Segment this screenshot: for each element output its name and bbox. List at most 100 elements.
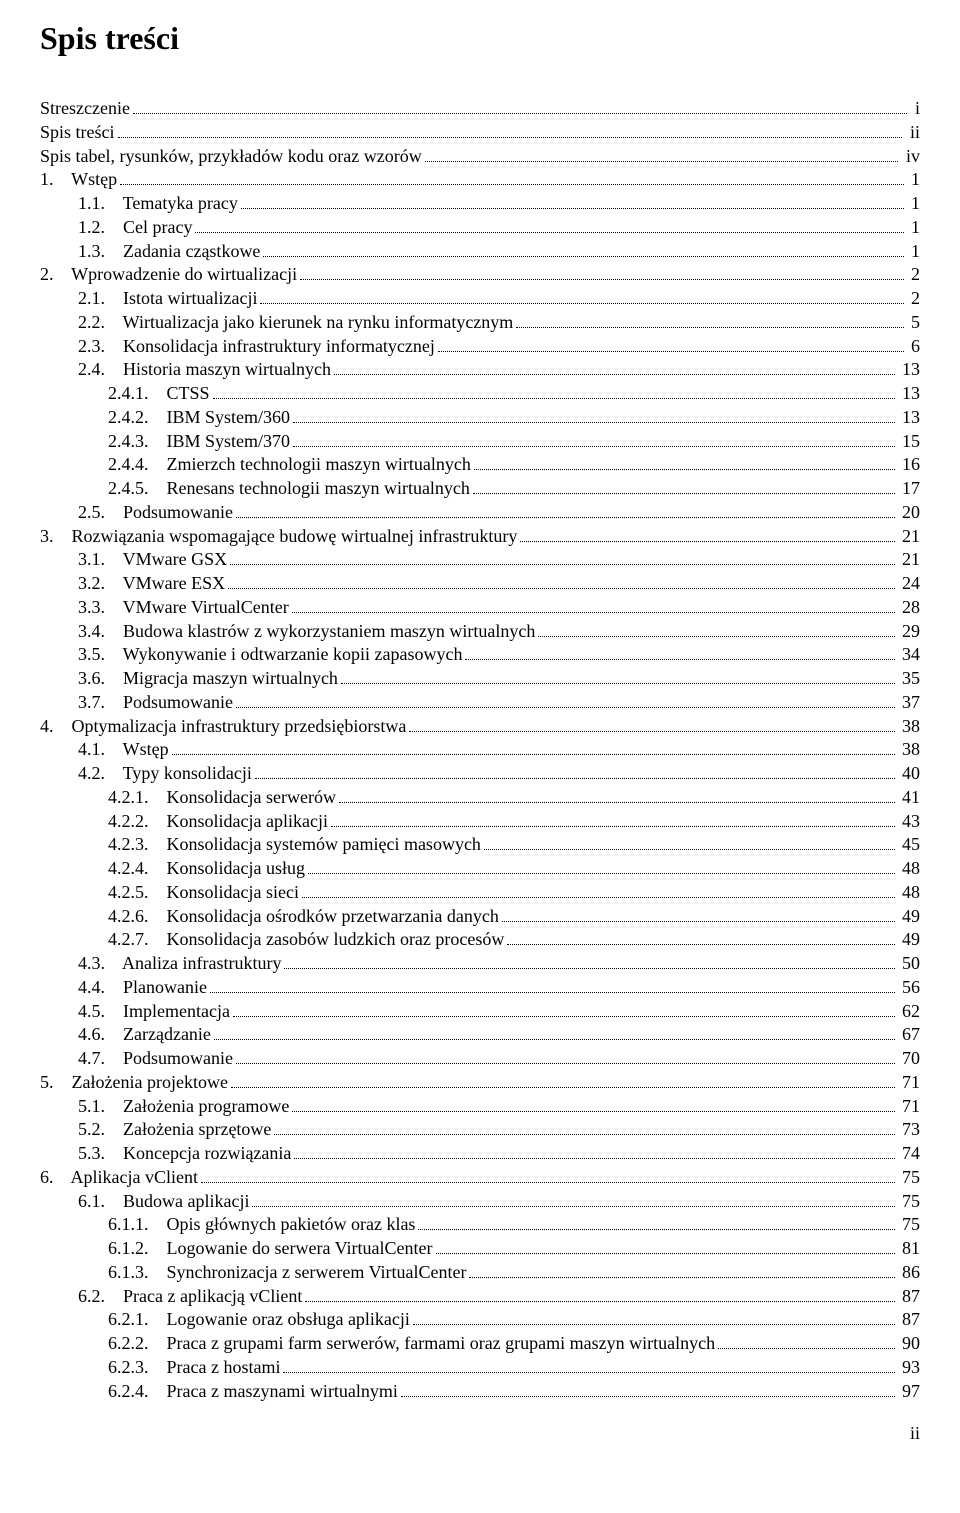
toc-entry-page: 5 [907, 311, 921, 335]
toc-entry: 4. Optymalizacja infrastruktury przedsię… [40, 715, 920, 739]
toc-entry: 6.2.1. Logowanie oraz obsługa aplikacji … [40, 1308, 920, 1332]
toc-entry-page: 1 [907, 168, 921, 192]
toc-entry: 4.2.6. Konsolidacja ośrodków przetwarzan… [40, 905, 920, 929]
toc-leader-dots [473, 493, 895, 494]
toc-entry-label: 4. Optymalizacja infrastruktury przedsię… [40, 715, 406, 739]
toc-leader-dots [283, 1372, 894, 1373]
toc-leader-dots [300, 279, 903, 280]
toc-leader-dots [516, 327, 903, 328]
toc-entry-page: 62 [898, 1000, 921, 1024]
toc-entry-label: 6.1.3. Synchronizacja z serwerem Virtual… [108, 1261, 466, 1285]
toc-entry-page: 43 [898, 810, 921, 834]
toc-entry-label: 4.3. Analiza infrastruktury [78, 952, 281, 976]
toc-entry-label: 4.5. Implementacja [78, 1000, 230, 1024]
toc-entry-page: 87 [898, 1285, 921, 1309]
toc-entry: 6.1.1. Opis głównych pakietów oraz klas … [40, 1213, 920, 1237]
toc-entry: 6. Aplikacja vClient 75 [40, 1166, 920, 1190]
toc-entry-page: 56 [898, 976, 921, 1000]
toc-leader-dots [484, 849, 895, 850]
toc-entry-page: 49 [898, 905, 921, 929]
toc-entry: 3.6. Migracja maszyn wirtualnych 35 [40, 667, 920, 691]
toc-entry-page: 21 [898, 548, 921, 572]
toc-entry: 4.7. Podsumowanie 70 [40, 1047, 920, 1071]
toc-leader-dots [213, 398, 895, 399]
toc-entry-label: 2.4.4. Zmierzch technologii maszyn wirtu… [108, 453, 471, 477]
toc-entry: 2. Wprowadzenie do wirtualizacji 2 [40, 263, 920, 287]
toc-entry-page: 34 [898, 643, 921, 667]
toc-leader-dots [305, 1301, 894, 1302]
toc-entry: 2.4. Historia maszyn wirtualnych 13 [40, 358, 920, 382]
toc-leader-dots [294, 1158, 894, 1159]
toc-entry-page: 35 [898, 667, 921, 691]
toc-entry-label: Streszczenie [40, 97, 130, 121]
toc-leader-dots [507, 944, 894, 945]
toc-leader-dots [425, 161, 899, 162]
toc-entry: Spis tabel, rysunków, przykładów kodu or… [40, 145, 920, 169]
toc-entry-page: 90 [898, 1332, 921, 1356]
toc-entry-page: 6 [907, 335, 921, 359]
toc-entry-page: 37 [898, 691, 921, 715]
toc-entry: 4.1. Wstęp 38 [40, 738, 920, 762]
toc-leader-dots [210, 992, 895, 993]
toc-entry-page: iv [901, 145, 920, 169]
toc-entry-label: 3.5. Wykonywanie i odtwarzanie kopii zap… [78, 643, 462, 667]
toc-leader-dots [334, 374, 895, 375]
toc-entry: 2.4.1. CTSS 13 [40, 382, 920, 406]
toc-leader-dots [201, 1182, 895, 1183]
toc-entry: 2.4.5. Renesans technologii maszyn wirtu… [40, 477, 920, 501]
toc-entry-label: 2. Wprowadzenie do wirtualizacji [40, 263, 297, 287]
toc-leader-dots [172, 754, 895, 755]
toc-entry: 5.3. Koncepcja rozwiązania 74 [40, 1142, 920, 1166]
toc-entry-label: Spis treści [40, 121, 115, 145]
toc-entry-label: 4.2.4. Konsolidacja usług [108, 857, 305, 881]
toc-entry-page: 86 [898, 1261, 921, 1285]
toc-entry-page: 13 [898, 382, 921, 406]
toc-entry-page: 81 [898, 1237, 921, 1261]
toc-leader-dots [133, 113, 908, 114]
toc-entry-label: 3.3. VMware VirtualCenter [78, 596, 289, 620]
toc-entry-page: 71 [898, 1071, 921, 1095]
toc-entry: 4.3. Analiza infrastruktury 50 [40, 952, 920, 976]
toc-entry-page: 93 [898, 1356, 921, 1380]
toc-leader-dots [195, 232, 903, 233]
toc-leader-dots [118, 137, 903, 138]
toc-entry: 4.2. Typy konsolidacji 40 [40, 762, 920, 786]
toc-leader-dots [293, 446, 894, 447]
toc-leader-dots [409, 731, 894, 732]
toc-leader-dots [520, 541, 894, 542]
toc-entry: 6.1.3. Synchronizacja z serwerem Virtual… [40, 1261, 920, 1285]
table-of-contents: Streszczenie iSpis treści iiSpis tabel, … [40, 97, 920, 1403]
toc-entry-page: 16 [898, 453, 921, 477]
toc-leader-dots [418, 1229, 894, 1230]
toc-entry-label: 5.1. Założenia programowe [78, 1095, 289, 1119]
toc-entry-label: 2.4.2. IBM System/360 [108, 406, 290, 430]
toc-entry: 6.1. Budowa aplikacji 75 [40, 1190, 920, 1214]
toc-entry-label: 3. Rozwiązania wspomagające budowę wirtu… [40, 525, 517, 549]
toc-entry-page: 75 [898, 1166, 921, 1190]
toc-entry: 6.1.2. Logowanie do serwera VirtualCente… [40, 1237, 920, 1261]
toc-entry: 5.2. Założenia sprzętowe 73 [40, 1118, 920, 1142]
toc-leader-dots [274, 1134, 894, 1135]
toc-entry-label: 6.2.2. Praca z grupami farm serwerów, fa… [108, 1332, 715, 1356]
toc-entry-label: 2.3. Konsolidacja infrastruktury informa… [78, 335, 435, 359]
toc-entry-label: 1.2. Cel pracy [78, 216, 192, 240]
toc-entry: 2.5. Podsumowanie 20 [40, 501, 920, 525]
toc-entry-page: 21 [898, 525, 921, 549]
toc-entry-page: ii [905, 121, 920, 145]
toc-entry-label: 3.7. Podsumowanie [78, 691, 233, 715]
toc-leader-dots [293, 422, 894, 423]
toc-leader-dots [308, 873, 895, 874]
toc-entry-label: 2.5. Podsumowanie [78, 501, 233, 525]
toc-leader-dots [413, 1324, 895, 1325]
toc-entry: 6.2.3. Praca z hostami 93 [40, 1356, 920, 1380]
toc-leader-dots [341, 683, 895, 684]
toc-entry: 4.5. Implementacja 62 [40, 1000, 920, 1024]
toc-leader-dots [436, 1253, 895, 1254]
toc-entry-label: 5. Założenia projektowe [40, 1071, 228, 1095]
toc-entry: 5.1. Założenia programowe 71 [40, 1095, 920, 1119]
toc-entry-label: 4.2.6. Konsolidacja ośrodków przetwarzan… [108, 905, 499, 929]
toc-entry: Streszczenie i [40, 97, 920, 121]
toc-leader-dots [339, 802, 895, 803]
toc-entry-page: 38 [898, 738, 921, 762]
toc-entry-page: 17 [898, 477, 921, 501]
